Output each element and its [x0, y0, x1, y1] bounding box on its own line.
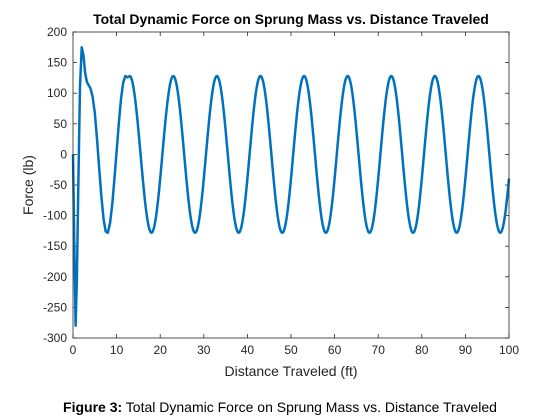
x-tick-label: 10: [110, 343, 124, 357]
x-tick-label: 40: [241, 343, 255, 357]
x-axis-ticks: 0 10 20 30 40 50 60 70 80 90 100: [70, 32, 519, 357]
y-tick-label: 0: [60, 147, 67, 161]
y-tick-label: -100: [43, 209, 67, 223]
x-tick-label: 100: [499, 343, 519, 357]
y-tick-label: -50: [50, 178, 68, 192]
y-tick-label: 100: [47, 86, 67, 100]
y-axis-label: Force (lb): [20, 155, 36, 215]
chart-title: Total Dynamic Force on Sprung Mass vs. D…: [93, 11, 489, 27]
x-tick-label: 70: [372, 343, 386, 357]
y-tick-label: -200: [43, 270, 67, 284]
plot-box: [72, 31, 510, 339]
x-axis-label: Distance Traveled (ft): [224, 363, 357, 379]
caption-label: Figure 3:: [63, 399, 123, 415]
y-tick-label: -150: [43, 239, 67, 253]
x-tick-label: 80: [415, 343, 429, 357]
y-tick-label: -250: [43, 300, 67, 314]
y-tick-label: 150: [47, 56, 67, 70]
y-tick-label: 200: [47, 25, 67, 39]
x-tick-label: 60: [328, 343, 342, 357]
y-tick-label: -300: [43, 331, 67, 345]
figure-caption: Figure 3: Total Dynamic Force on Sprung …: [0, 399, 560, 415]
x-tick-label: 50: [284, 343, 298, 357]
x-tick-label: 0: [70, 343, 77, 357]
x-tick-label: 30: [197, 343, 211, 357]
caption-text: Total Dynamic Force on Sprung Mass vs. D…: [125, 399, 497, 415]
y-tick-label: 50: [54, 117, 68, 131]
x-tick-label: 20: [154, 343, 168, 357]
series-line-force: [71, 46, 511, 328]
x-tick-label: 90: [459, 343, 473, 357]
y-axis-ticks: 200 150 100 50 0 -50 -100 -150 -200 -250 -300: [43, 25, 509, 345]
